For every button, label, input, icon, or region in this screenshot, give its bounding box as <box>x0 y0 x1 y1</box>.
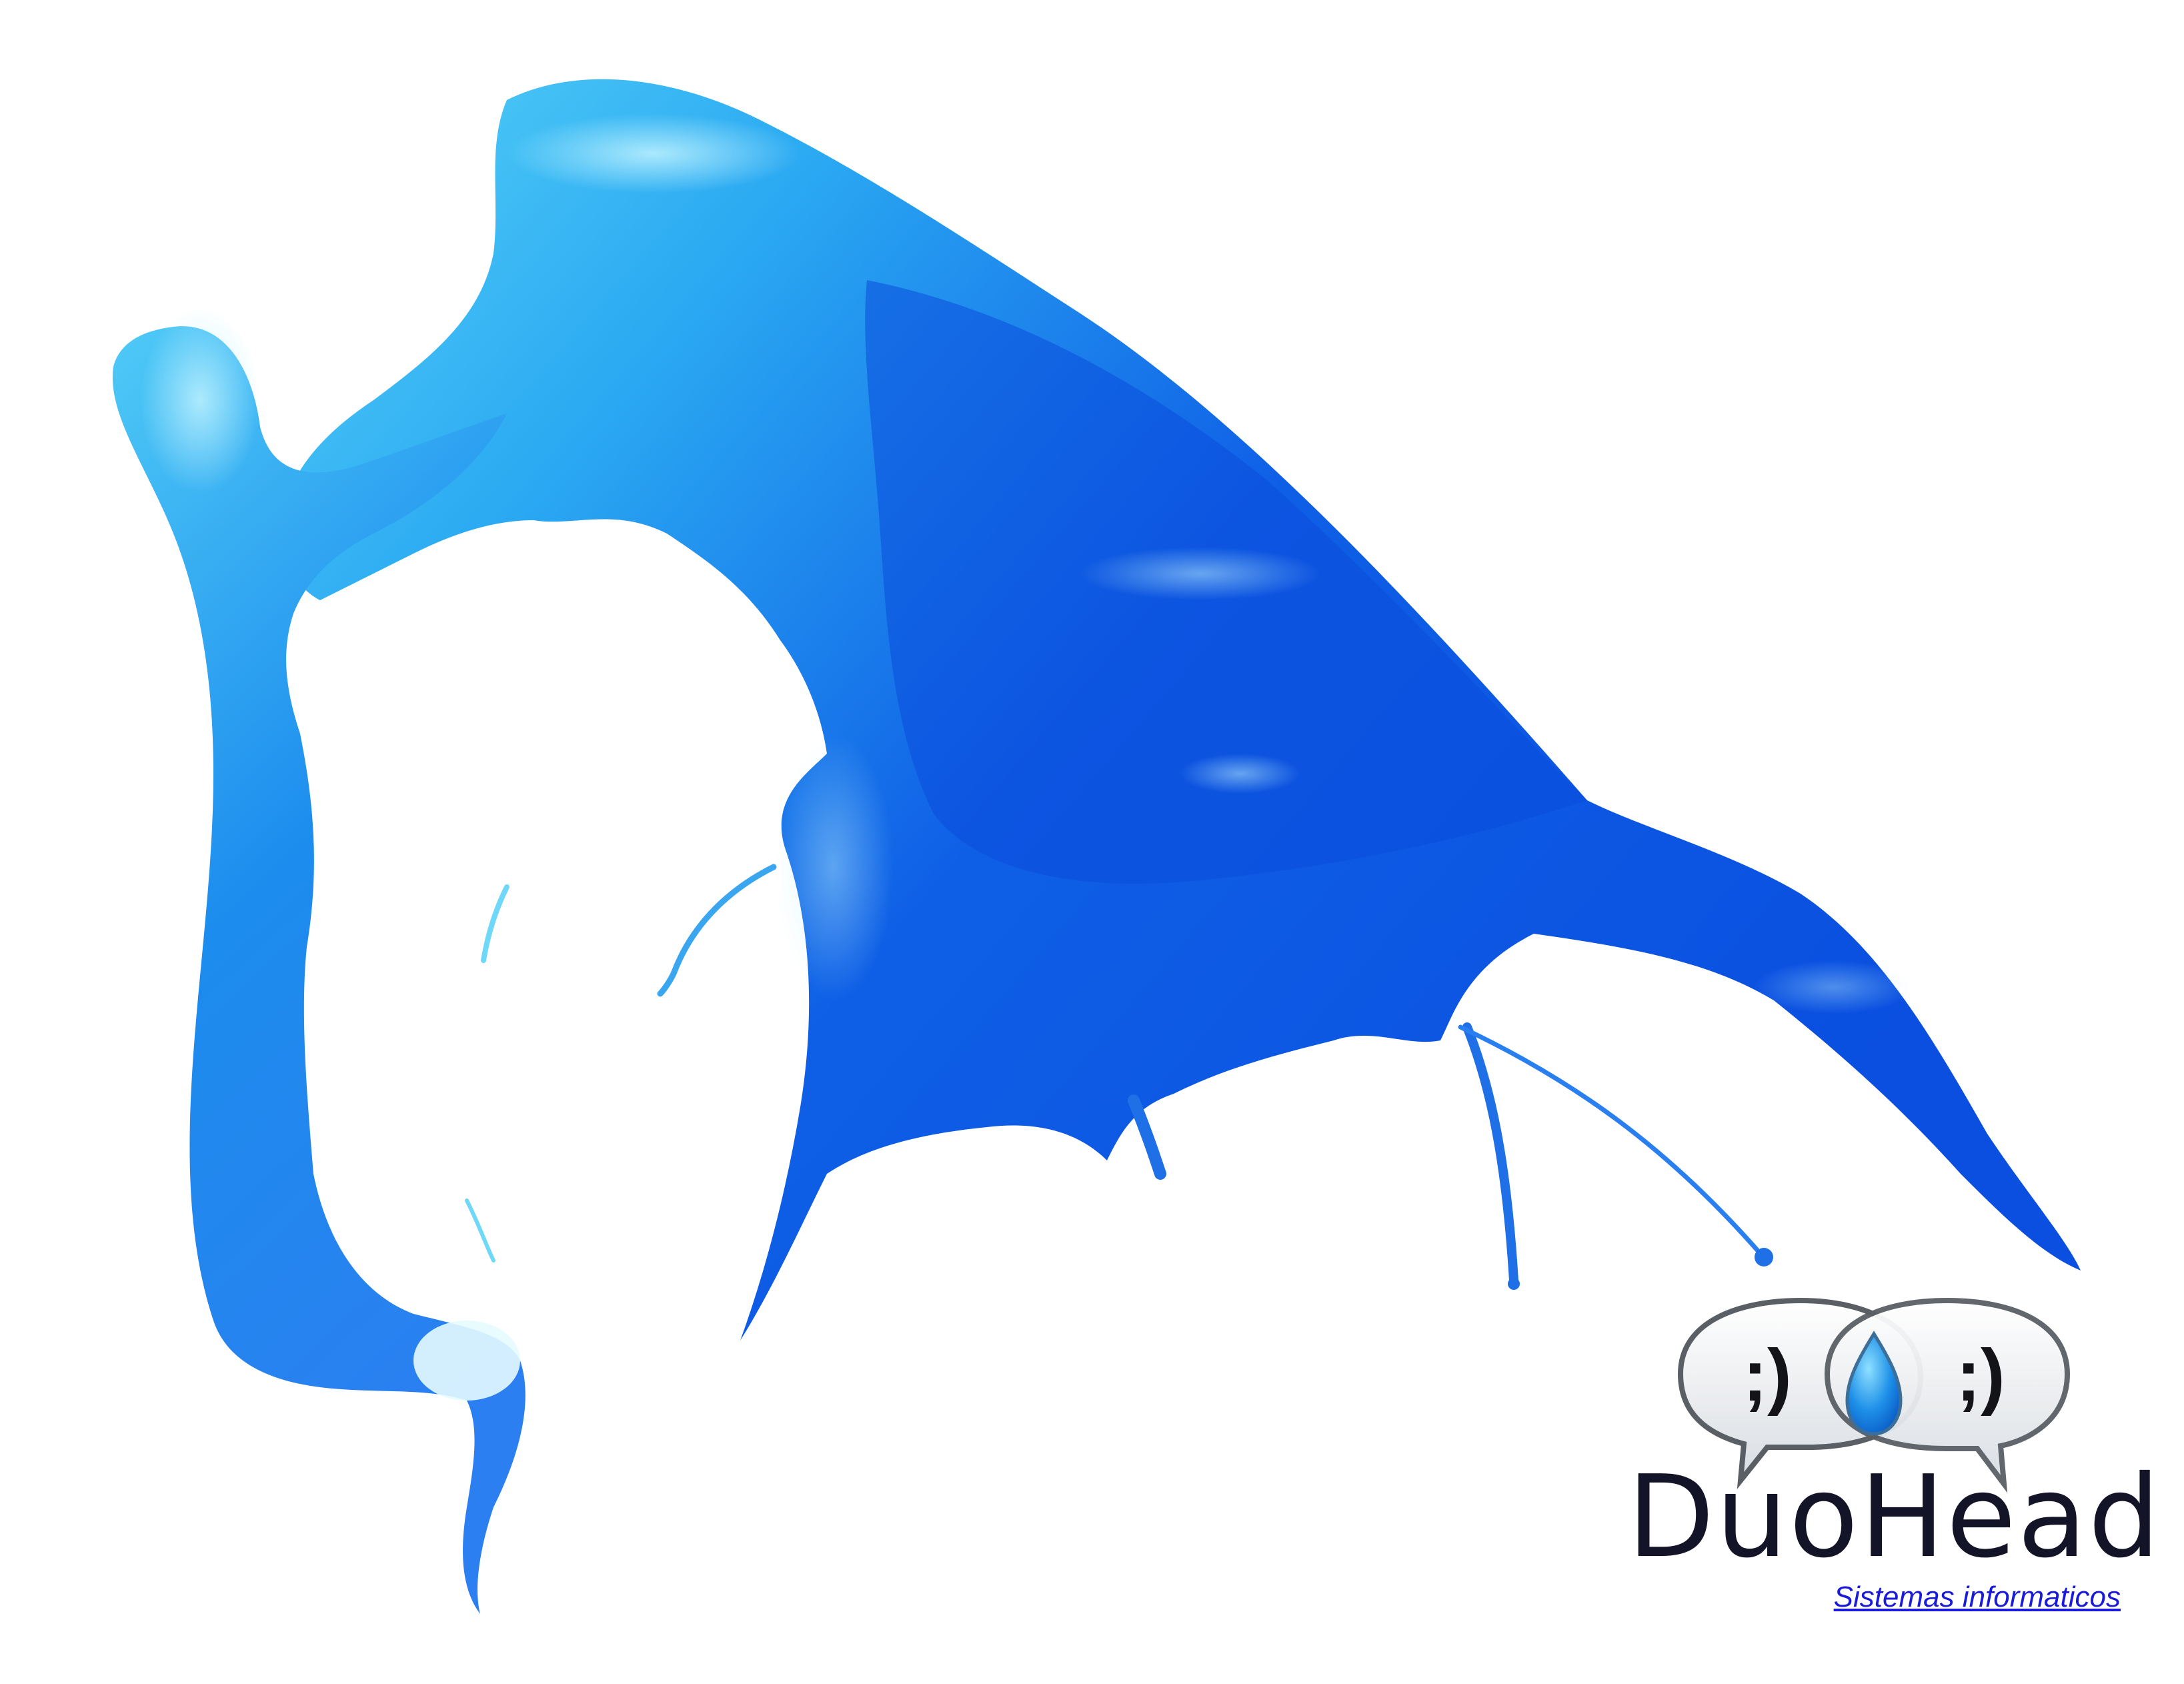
right-bubble-face: ;) <box>1956 1335 2005 1417</box>
brand-name: DuoHead <box>1627 1451 2162 1583</box>
left-bubble-face: ;) <box>1743 1335 1791 1417</box>
tagline-link[interactable]: Sistemas informaticos <box>1833 1581 2121 1613</box>
duohead-logo: ;) ;) DuoHead Sistemas informaticos <box>1627 1294 2162 1613</box>
speech-bubbles-logo-icon: ;) ;) <box>1677 1297 2071 1493</box>
